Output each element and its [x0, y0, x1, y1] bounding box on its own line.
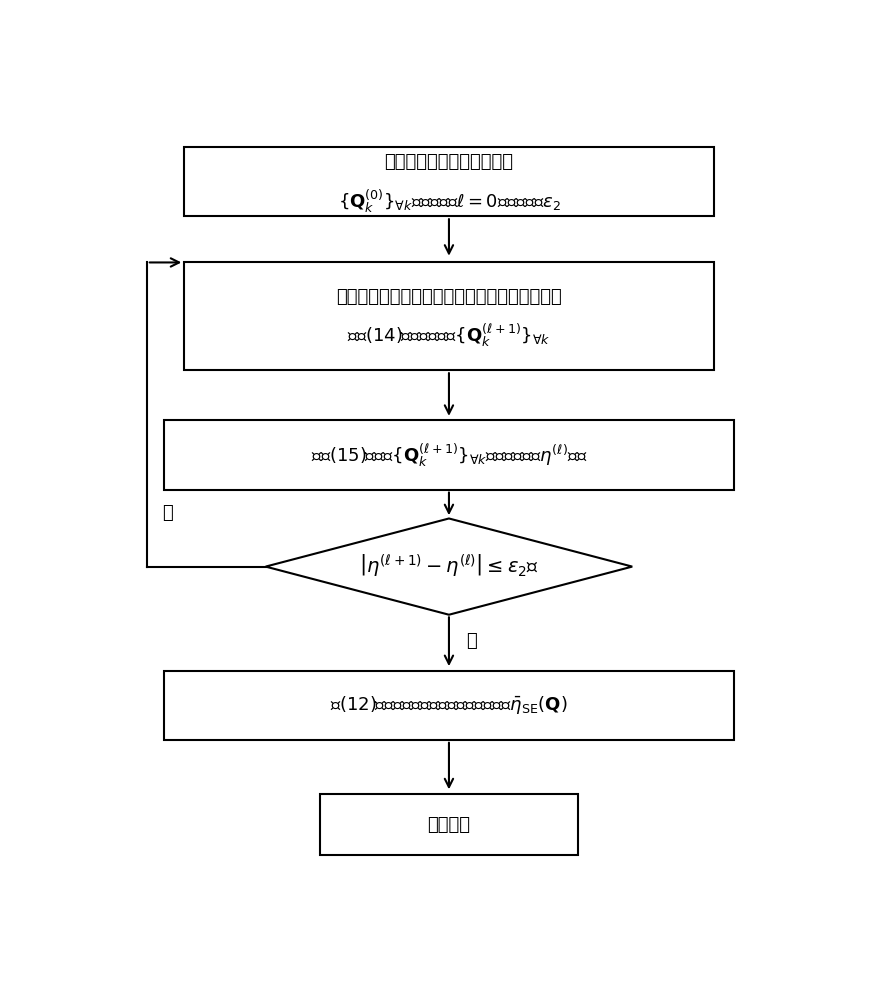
Text: 初始化发送信号协方差矩阵: 初始化发送信号协方差矩阵 — [385, 153, 513, 171]
Text: 是: 是 — [466, 632, 477, 650]
Text: 由(12)式得到系统和速率的确定性等同值$\bar{\eta}_{\mathrm{SE}}(\mathbf{Q})$: 由(12)式得到系统和速率的确定性等同值$\bar{\eta}_{\mathrm… — [330, 694, 568, 716]
Bar — [164, 671, 734, 740]
Text: 根据(15)式，由$\{\mathbf{Q}_k^{(\ell+1)}\}_{\forall k}$更新辅助变量$\eta^{(\ell)}$的值: 根据(15)式，由$\{\mathbf{Q}_k^{(\ell+1)}\}_{\… — [310, 441, 588, 469]
Bar — [164, 420, 734, 490]
Text: 根据二次变换原理，将问题变为一系列凸优化子: 根据二次变换原理，将问题变为一系列凸优化子 — [336, 288, 562, 306]
Bar — [184, 262, 714, 370]
Text: 否: 否 — [162, 504, 173, 522]
Text: 问题(14)，并求解得到$\{\mathbf{Q}_k^{(\ell+1)}\}_{\forall k}$: 问题(14)，并求解得到$\{\mathbf{Q}_k^{(\ell+1)}\}… — [347, 322, 551, 349]
Bar — [184, 147, 714, 216]
Text: $\left|\eta^{(\ell+1)}-\eta^{(\ell)}\right|\leq\varepsilon_2$？: $\left|\eta^{(\ell+1)}-\eta^{(\ell)}\rig… — [359, 553, 539, 580]
Bar — [320, 794, 578, 855]
Text: 终止迭代: 终止迭代 — [427, 816, 470, 834]
Polygon shape — [265, 518, 632, 615]
Text: $\{\mathbf{Q}_k^{(0)}\}_{\forall k}$，迭代次数$\ell=0$，收敛阈值$\varepsilon_2$: $\{\mathbf{Q}_k^{(0)}\}_{\forall k}$，迭代次… — [337, 187, 561, 215]
